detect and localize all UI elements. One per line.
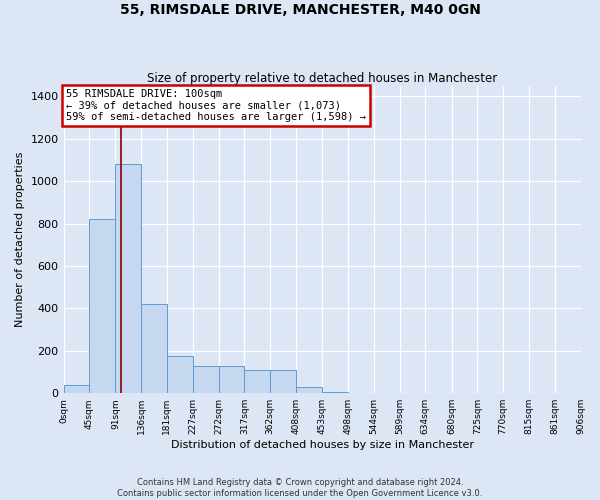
Bar (64, 384, 89, 393)
Y-axis label: Number of detached properties: Number of detached properties (15, 152, 25, 327)
Bar (141, 304, 167, 393)
Bar (89, 220, 115, 393)
X-axis label: Distribution of detached houses by size in Manchester: Distribution of detached houses by size … (170, 440, 473, 450)
Bar (296, 387, 322, 393)
Bar (322, 392, 347, 393)
Bar (270, 370, 296, 393)
Bar (244, 370, 270, 393)
Title: Size of property relative to detached houses in Manchester: Size of property relative to detached ho… (147, 72, 497, 85)
Text: Contains HM Land Registry data © Crown copyright and database right 2024.
Contai: Contains HM Land Registry data © Crown c… (118, 478, 482, 498)
Bar (115, 164, 141, 393)
Bar (193, 366, 219, 393)
Bar (219, 366, 244, 393)
Bar (167, 356, 193, 393)
Text: 55, RIMSDALE DRIVE, MANCHESTER, M40 0GN: 55, RIMSDALE DRIVE, MANCHESTER, M40 0GN (119, 2, 481, 16)
Text: 55 RIMSDALE DRIVE: 100sqm
← 39% of detached houses are smaller (1,073)
59% of se: 55 RIMSDALE DRIVE: 100sqm ← 39% of detac… (66, 88, 366, 122)
